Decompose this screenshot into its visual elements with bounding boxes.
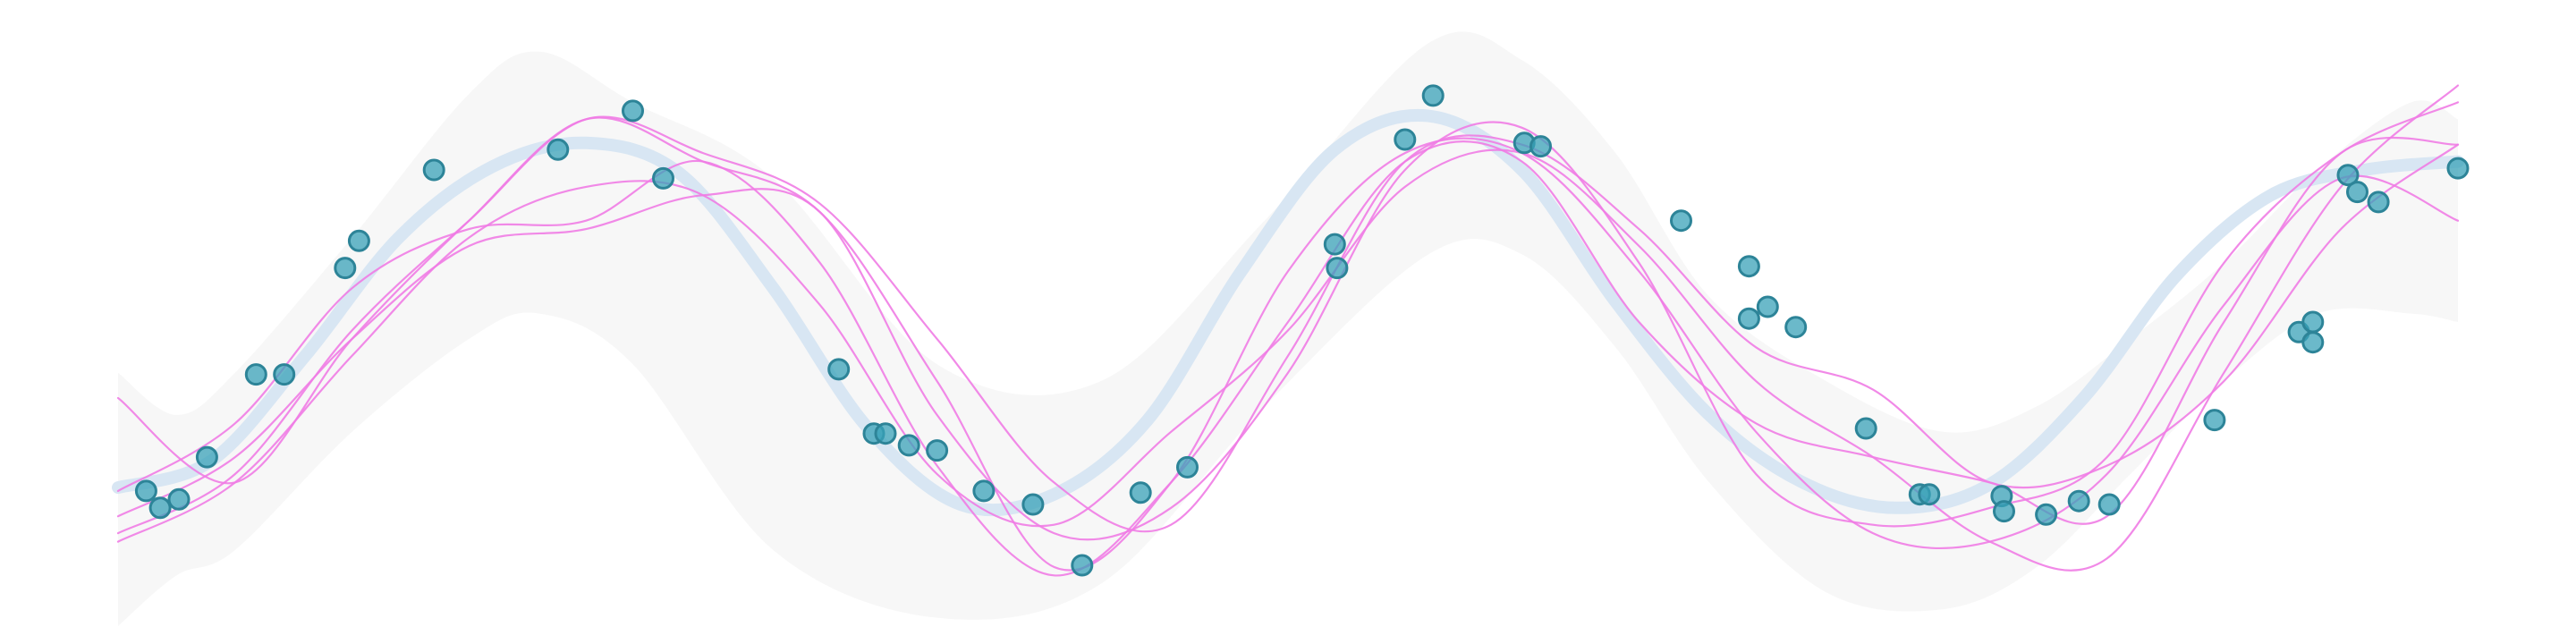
data-point [167, 487, 191, 511]
data-point [2203, 409, 2226, 432]
data-point [1756, 295, 1779, 318]
data-point [273, 363, 296, 386]
data-point [2301, 310, 2325, 334]
data-point [1993, 500, 2015, 523]
data-point [1854, 417, 1877, 440]
data-point [148, 496, 172, 520]
data-point [2346, 181, 2368, 204]
data-point [1737, 255, 1760, 278]
data-point [2301, 331, 2325, 354]
data-point [1530, 135, 1552, 158]
data-point [897, 434, 920, 457]
data-point [1670, 209, 1692, 233]
data-point [622, 99, 644, 123]
sample-line-1 [116, 101, 2460, 541]
observation-points [134, 84, 2470, 577]
data-point [1394, 128, 1417, 151]
data-point [2336, 164, 2360, 187]
data-point [1176, 455, 1199, 479]
sample-line-2 [116, 136, 2460, 577]
uncertainty-band [118, 31, 2458, 626]
data-point [1421, 84, 1445, 107]
data-point [652, 166, 674, 190]
data-point [2035, 503, 2058, 526]
data-point [1071, 554, 1094, 577]
data-point [1323, 233, 1346, 256]
data-point [547, 138, 570, 161]
data-point [827, 358, 851, 381]
sample-line-5 [116, 115, 2460, 535]
data-point [244, 363, 267, 386]
data-point [1326, 257, 1349, 280]
data-point [347, 229, 370, 252]
mean-line [112, 108, 2464, 517]
data-point [926, 439, 949, 462]
posterior-mean [112, 108, 2464, 517]
data-point [334, 257, 357, 280]
confidence-band [118, 31, 2458, 626]
data-point [972, 479, 996, 503]
data-point [1918, 483, 1941, 506]
data-point [2367, 191, 2390, 214]
data-point [2067, 489, 2090, 513]
data-point [1129, 481, 1152, 504]
data-point [134, 479, 157, 503]
sample-line-4 [116, 84, 2460, 572]
data-point [1784, 316, 1808, 339]
data-point [874, 422, 897, 445]
data-point [1021, 493, 1045, 516]
data-point [195, 445, 218, 469]
data-point [1737, 307, 1760, 330]
data-point [2097, 493, 2121, 516]
data-point [422, 158, 445, 182]
data-point [2446, 157, 2470, 180]
